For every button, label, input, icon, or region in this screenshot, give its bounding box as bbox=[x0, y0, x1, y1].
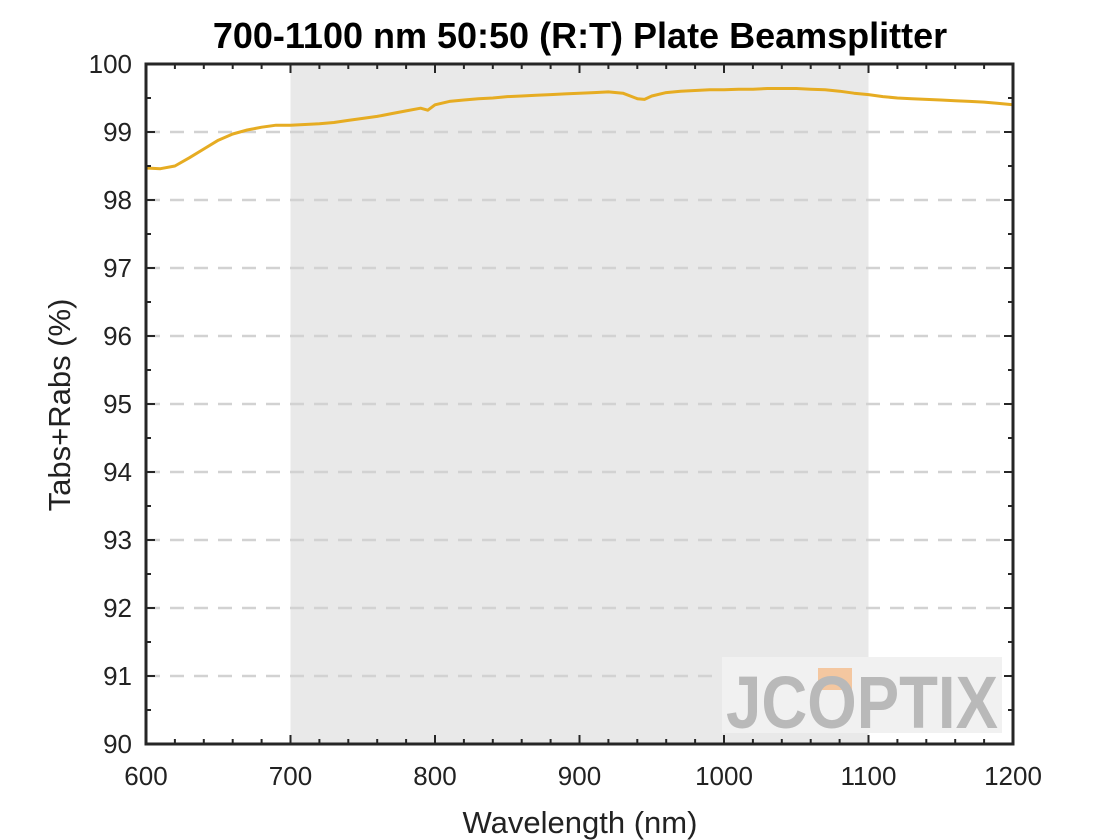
x-tick-label: 900 bbox=[558, 761, 601, 791]
y-tick-label: 99 bbox=[103, 117, 132, 147]
y-tick-label: 95 bbox=[103, 389, 132, 419]
x-tick-label: 600 bbox=[124, 761, 167, 791]
series-line-1 bbox=[144, 87, 1015, 171]
watermark-background bbox=[722, 657, 1002, 733]
plot-area: JCOPTIX bbox=[144, 62, 1015, 746]
x-tick-label: 1000 bbox=[695, 761, 753, 791]
y-tick-label: 92 bbox=[103, 593, 132, 623]
watermark-accent bbox=[818, 668, 852, 690]
chart-title: 700-1100 nm 50:50 (R:T) Plate Beamsplitt… bbox=[213, 15, 947, 56]
watermark-text: JCOPTIX bbox=[726, 661, 998, 744]
x-tick-label: 800 bbox=[413, 761, 456, 791]
y-tick-label: 91 bbox=[103, 661, 132, 691]
y-tick-label: 90 bbox=[103, 729, 132, 759]
x-axis-label: Wavelength (nm) bbox=[463, 805, 698, 840]
y-tick-label: 93 bbox=[103, 525, 132, 555]
y-tick-labels: 90 91 92 93 94 95 96 97 98 99 100 bbox=[89, 49, 132, 759]
x-tick-label: 700 bbox=[269, 761, 312, 791]
x-tick-label: 1100 bbox=[841, 761, 897, 791]
ticks bbox=[145, 63, 1014, 745]
y-axis-label: Tabs+Rabs (%) bbox=[42, 299, 77, 512]
x-tick-label: 1200 bbox=[984, 761, 1042, 791]
y-tick-label: 97 bbox=[103, 253, 132, 283]
y-tick-label: 100 bbox=[89, 49, 132, 79]
y-tick-label: 94 bbox=[103, 457, 132, 487]
jcoptix-watermark: JCOPTIX bbox=[722, 657, 1002, 744]
y-tick-label: 96 bbox=[103, 321, 132, 351]
x-tick-labels: 600 700 800 900 1000 1100 1200 bbox=[124, 761, 1042, 791]
y-tick-label: 98 bbox=[103, 185, 132, 215]
series-group bbox=[144, 87, 1015, 171]
